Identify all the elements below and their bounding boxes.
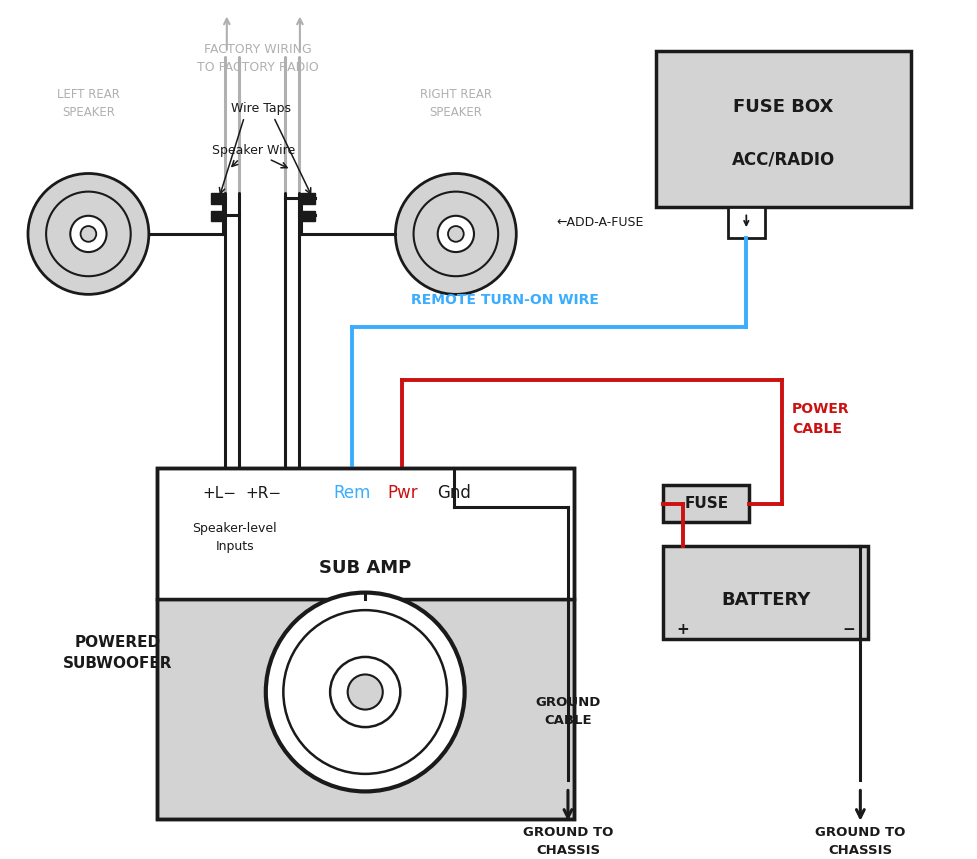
Bar (156, 600, 573, 819)
Text: GROUND TO
CHASSIS: GROUND TO CHASSIS (814, 825, 905, 856)
Text: BATTERY: BATTERY (720, 591, 810, 609)
Circle shape (395, 174, 516, 295)
Circle shape (80, 226, 96, 241)
Text: Speaker Wire: Speaker Wire (212, 144, 295, 157)
Text: FACTORY WIRING
TO FACTORY RADIO: FACTORY WIRING TO FACTORY RADIO (197, 43, 319, 74)
Text: GROUND
CABLE: GROUND CABLE (534, 696, 600, 727)
Bar (211, 193, 225, 204)
Bar (655, 51, 911, 207)
Bar (156, 468, 573, 600)
Text: ←ADD-A-FUSE: ←ADD-A-FUSE (556, 216, 643, 228)
Circle shape (266, 593, 464, 791)
Text: POWERED
SUBWOOFER: POWERED SUBWOOFER (63, 635, 172, 671)
Circle shape (347, 674, 382, 710)
Bar (301, 193, 315, 204)
Text: −: − (841, 622, 854, 637)
Text: GROUND TO
CHASSIS: GROUND TO CHASSIS (523, 825, 613, 856)
Text: FUSE: FUSE (684, 497, 728, 511)
Circle shape (28, 174, 149, 295)
Bar (211, 210, 225, 222)
Bar (301, 210, 315, 222)
Text: +: + (676, 622, 689, 637)
Circle shape (70, 216, 106, 252)
Text: Rem: Rem (332, 484, 370, 503)
Text: Gnd: Gnd (437, 484, 470, 503)
Text: Pwr: Pwr (387, 484, 417, 503)
Text: POWER
CABLE: POWER CABLE (791, 402, 849, 436)
Circle shape (447, 226, 463, 241)
Circle shape (438, 216, 474, 252)
Text: Wire Taps: Wire Taps (231, 102, 290, 115)
Bar (662, 545, 868, 639)
Text: +L−: +L− (202, 485, 235, 501)
Text: SUB AMP: SUB AMP (319, 559, 411, 577)
Text: REMOTE TURN-ON WIRE: REMOTE TURN-ON WIRE (411, 293, 599, 308)
Bar (727, 207, 764, 238)
Text: FUSE BOX: FUSE BOX (733, 98, 832, 116)
Text: Speaker-level
Inputs: Speaker-level Inputs (192, 522, 276, 553)
Bar (156, 468, 573, 819)
Text: SUB: SUB (349, 673, 381, 688)
Bar (662, 485, 748, 522)
Text: ACC/RADIO: ACC/RADIO (731, 151, 834, 169)
Text: RIGHT REAR
SPEAKER: RIGHT REAR SPEAKER (419, 88, 491, 119)
Circle shape (330, 657, 400, 727)
Text: +R−: +R− (245, 485, 281, 501)
Text: LEFT REAR
SPEAKER: LEFT REAR SPEAKER (57, 88, 120, 119)
